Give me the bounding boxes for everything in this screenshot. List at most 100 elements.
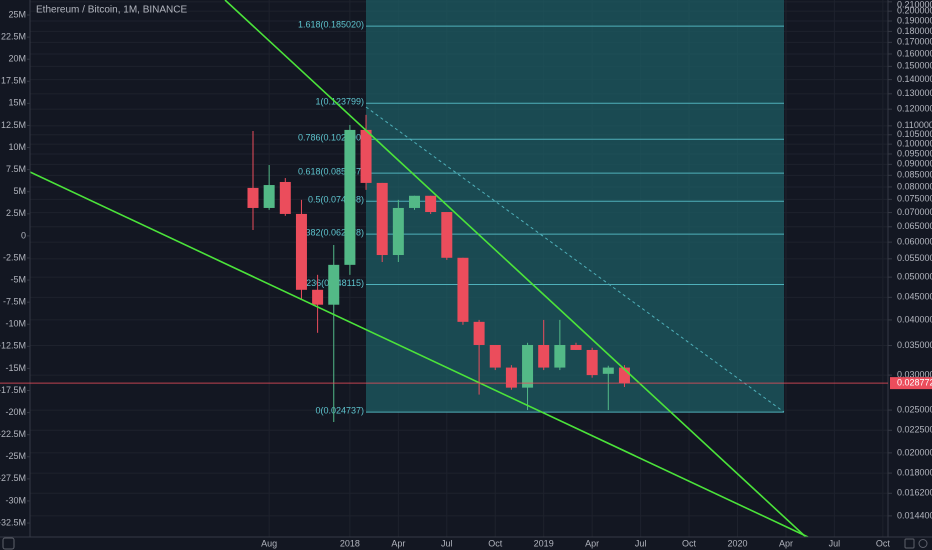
candle-body bbox=[602, 367, 614, 374]
y2-tick-label: -2.5M bbox=[3, 252, 26, 262]
x-tick-label: 2018 bbox=[340, 538, 360, 548]
candle-body bbox=[344, 129, 356, 265]
x-tick-label: Jul bbox=[635, 538, 647, 548]
y-tick-label: 0.020000 bbox=[897, 447, 932, 457]
candle-body bbox=[247, 187, 259, 208]
x-tick-label: Apr bbox=[779, 538, 793, 548]
candle-body bbox=[279, 181, 291, 214]
y-tick-label: 0.130000 bbox=[897, 88, 932, 98]
candle-body bbox=[505, 367, 517, 388]
y2-tick-label: -22.5M bbox=[0, 429, 26, 439]
candles bbox=[247, 114, 630, 422]
y2-tick-label: 5M bbox=[13, 186, 26, 196]
y-tick-label: 0.190000 bbox=[897, 15, 932, 25]
y-tick-label: 0.160000 bbox=[897, 48, 932, 58]
y-tick-label: 0.050000 bbox=[897, 271, 932, 281]
candle-body bbox=[570, 344, 582, 350]
candle-body bbox=[312, 289, 324, 305]
candle-body bbox=[392, 207, 404, 256]
x-tick-label: Oct bbox=[488, 538, 503, 548]
x-tick-label: Aug bbox=[261, 538, 277, 548]
candle-body bbox=[376, 182, 388, 256]
candle-body bbox=[263, 185, 275, 208]
candle-body bbox=[554, 344, 566, 368]
x-tick-label: 2019 bbox=[534, 538, 554, 548]
candle-body bbox=[538, 344, 550, 368]
y-tick-label: 0.210000 bbox=[897, 0, 932, 9]
candle-body bbox=[409, 195, 420, 208]
y-tick-label: 0.200000 bbox=[897, 6, 932, 16]
fib-trend-line bbox=[365, 106, 785, 413]
fib-label: 0(0.024737) bbox=[315, 405, 364, 415]
settings-gear[interactable] bbox=[918, 539, 928, 548]
y2-tick-label: -12.5M bbox=[0, 341, 26, 351]
candle-body bbox=[457, 257, 469, 322]
y-tick-label: 0.090000 bbox=[897, 159, 932, 169]
y-tick-label: 0.180000 bbox=[897, 26, 932, 36]
fib-label: 0.382(0.062578) bbox=[298, 227, 364, 237]
y2-tick-label: 7.5M bbox=[6, 164, 26, 174]
y2-tick-label: -30M bbox=[5, 495, 26, 505]
trend-line bbox=[224, 0, 808, 537]
y-tick-label: 0.140000 bbox=[897, 74, 932, 84]
x-tick-label: Apr bbox=[585, 538, 599, 548]
y-tick-label: 0.075000 bbox=[897, 194, 932, 204]
candle-body bbox=[328, 264, 340, 305]
y2-tick-label: 22.5M bbox=[1, 31, 26, 41]
candle-body bbox=[618, 367, 630, 384]
candle-body bbox=[441, 212, 453, 258]
y2-tick-label: -15M bbox=[5, 363, 26, 373]
y2-tick-label: -10M bbox=[5, 319, 26, 329]
candle-body bbox=[489, 344, 501, 368]
y-tick-label: 0.085000 bbox=[897, 170, 932, 180]
scale-button[interactable] bbox=[2, 537, 15, 550]
x-tick-label: Oct bbox=[682, 538, 697, 548]
y2-tick-label: -7.5M bbox=[3, 297, 26, 307]
y-tick-label: 0.055000 bbox=[897, 253, 932, 263]
y-tick-label: 0.016200 bbox=[897, 488, 932, 498]
y2-tick-label: -32.5M bbox=[0, 517, 26, 527]
y-tick-label: 0.150000 bbox=[897, 61, 932, 71]
y-tick-label: 0.070000 bbox=[897, 207, 932, 217]
last-price-box bbox=[890, 377, 932, 390]
y-tick-label: 0.060000 bbox=[897, 237, 932, 247]
y2-tick-label: 15M bbox=[8, 98, 26, 108]
y2-tick-label: 17.5M bbox=[1, 76, 26, 86]
trend-line bbox=[30, 171, 809, 537]
y-tick-label: 0.022500 bbox=[897, 425, 932, 435]
candle-body bbox=[522, 344, 534, 388]
y2-tick-label: -25M bbox=[5, 451, 26, 461]
y-tick-label: 0.065000 bbox=[897, 221, 932, 231]
chart-title: Ethereum / Bitcoin, 1M, BINANCE bbox=[36, 5, 187, 16]
fib-label: 1.618(0.185020) bbox=[298, 19, 364, 29]
y-tick-label: 0.100000 bbox=[897, 139, 932, 149]
y2-tick-label: 12.5M bbox=[1, 120, 26, 130]
settings-button[interactable] bbox=[904, 538, 915, 549]
y-tick-label: 0.014400 bbox=[897, 510, 932, 520]
fib-label: 1(0.123799) bbox=[315, 97, 364, 107]
y2-tick-label: -27.5M bbox=[0, 473, 26, 483]
candle-body bbox=[295, 213, 307, 290]
fib-label: 0.5(0.074268) bbox=[308, 195, 364, 205]
y-tick-label: 0.045000 bbox=[897, 292, 932, 302]
x-tick-label: Jul bbox=[829, 538, 841, 548]
y2-tick-label: 20M bbox=[8, 54, 26, 64]
candle-body bbox=[425, 195, 437, 213]
x-tick-label: Oct bbox=[876, 538, 891, 548]
y2-tick-label: 0 bbox=[21, 230, 26, 240]
y2-tick-label: 10M bbox=[8, 142, 26, 152]
fib-label: 0.786(0.102600) bbox=[298, 133, 364, 143]
y2-tick-label: -17.5M bbox=[0, 385, 26, 395]
y-tick-label: 0.170000 bbox=[897, 37, 932, 47]
y2-tick-label: 25M bbox=[8, 9, 26, 19]
candle-body bbox=[360, 129, 372, 183]
x-tick-label: 2020 bbox=[727, 538, 747, 548]
last-price-label: 0.028772 bbox=[897, 377, 932, 387]
y-tick-label: 0.120000 bbox=[897, 104, 932, 114]
y-tick-label: 0.018000 bbox=[897, 467, 932, 477]
y2-tick-label: -20M bbox=[5, 407, 26, 417]
y-tick-label: 0.080000 bbox=[897, 181, 932, 191]
y-tick-label: 0.040000 bbox=[897, 314, 932, 324]
